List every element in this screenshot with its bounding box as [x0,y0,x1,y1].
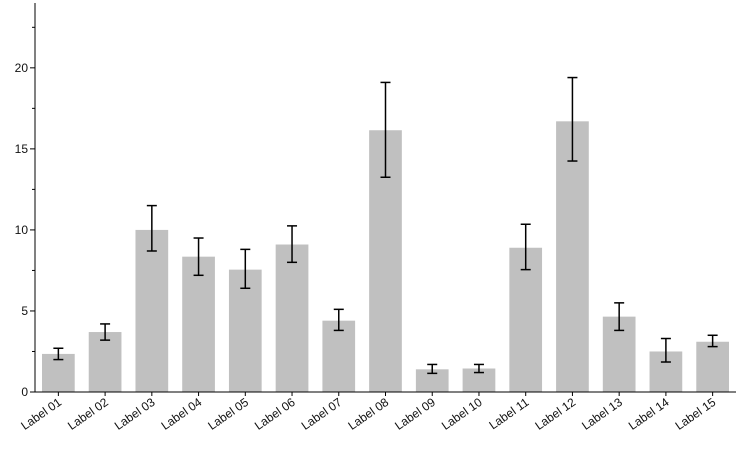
x-axis-ticks: Label 01 Label 02 Label 03 Label 04 Label 05… [18,392,719,433]
bar [462,368,496,392]
x-tick-label: Label 05 [205,395,251,433]
x-tick-label: Label 12 [532,395,578,433]
x-tick-label: Label 08 [345,395,391,433]
x-tick-label: Label 04 [159,395,205,433]
x-tick-label: Label 06 [252,395,298,433]
error-bars [53,76,718,375]
y-tick-label: 5 [21,304,28,318]
x-tick-label: Label 14 [626,395,672,433]
x-tick-label: Label 02 [65,395,111,433]
y-tick-label: 20 [15,61,29,75]
bar [88,332,122,392]
x-tick-label: Label 07 [299,395,345,433]
bar [228,269,262,392]
bar [509,247,543,392]
y-tick-label: 15 [15,142,29,156]
x-tick-label: Label 03 [112,395,158,433]
bar [275,244,309,392]
x-tick-label: Label 10 [439,395,485,433]
bar [135,229,169,392]
bar [415,369,449,392]
x-tick-label: Label 09 [392,395,438,433]
bar [182,256,215,392]
x-tick-label: Label 01 [18,395,64,433]
bar [696,341,729,392]
x-tick-label: Label 15 [673,395,719,433]
bar [556,121,589,392]
x-tick-label: Label 13 [579,395,625,433]
y-axis-ticks: 0 5 10 15 20 [15,26,35,399]
bars [42,121,729,393]
y-tick-label: 0 [21,385,28,399]
bar [322,320,356,392]
y-tick-label: 10 [15,223,29,237]
x-tick-label: Label 11 [486,395,531,433]
